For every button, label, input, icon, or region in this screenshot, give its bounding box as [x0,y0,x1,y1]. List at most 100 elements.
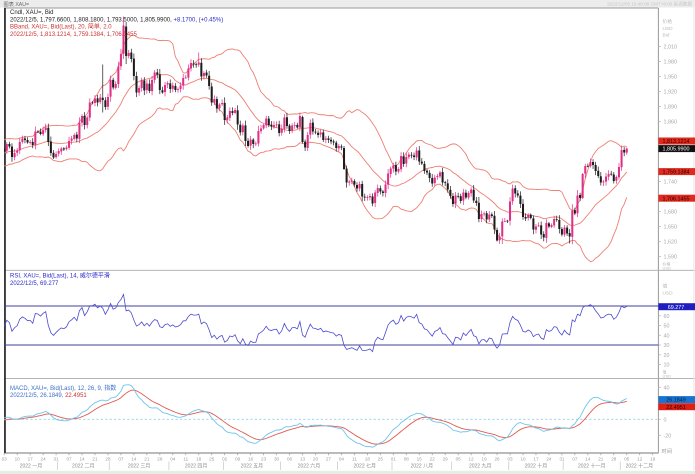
svg-text:2022/12/5, 26.1849, 22.4951: 2022/12/5, 26.1849, 22.4951 [10,393,87,399]
svg-text:15: 15 [417,457,423,462]
svg-text:USD: USD [663,290,674,296]
svg-text:12: 12 [469,457,475,462]
svg-text:28: 28 [611,457,617,462]
svg-text:18: 18 [365,457,371,462]
svg-text:10: 10 [520,457,526,462]
svg-text:69.277: 69.277 [668,305,685,311]
svg-text:18: 18 [196,457,202,462]
svg-text:07: 07 [118,457,124,462]
svg-text:01: 01 [391,457,397,462]
svg-text:0: 0 [664,417,667,423]
svg-text:BBand, XAU=, Bid(Last), 20, 简单: BBand, XAU=, Bid(Last), 20, 简单, 2.0 [10,23,112,31]
svg-text:26: 26 [494,457,500,462]
svg-text:2022/12/05 15:48:08 GMT+8:00: 2022/12/05 15:48:08 GMT+8:00 延迟数据 [607,1,692,8]
svg-text:1,860: 1,860 [664,120,678,126]
svg-text:08: 08 [404,457,410,462]
svg-text:2022 六月: 2022 六月 [298,463,321,470]
svg-text:21: 21 [144,457,150,462]
svg-text:2022 十月: 2022 十月 [525,463,548,470]
svg-text:2022 一月: 2022 一月 [20,464,43,470]
svg-text:03: 03 [507,457,513,462]
svg-text:60: 60 [664,314,670,320]
svg-text:03: 03 [2,457,8,462]
svg-text:1,620: 1,620 [664,240,678,246]
svg-text:-20: -20 [664,433,672,439]
svg-text:USD: USD [663,374,672,379]
svg-text:MACD, XAU=, Bid(Last), 12, 26,: MACD, XAU=, Bid(Last), 12, 26, 9, 指数 [10,384,116,392]
svg-text:2,010: 2,010 [664,45,678,51]
svg-text:30: 30 [664,343,670,349]
svg-text:07: 07 [572,457,578,462]
svg-text:1,759.1384: 1,759.1384 [663,170,690,176]
svg-text:24: 24 [546,457,552,462]
svg-text:值: 值 [663,369,667,375]
svg-text:28: 28 [157,457,163,462]
svg-text:1,950: 1,950 [664,75,678,81]
svg-text:28: 28 [105,457,111,462]
svg-text:2022/12/5, 1,797.6600, 1,808.1: 2022/12/5, 1,797.6600, 1,808.1800, 1,793… [10,17,223,23]
svg-text:50: 50 [664,324,670,330]
svg-text:14: 14 [79,457,85,462]
svg-text:21: 21 [92,457,98,462]
svg-text:14: 14 [131,457,137,462]
svg-text:29: 29 [443,457,449,462]
svg-text:20: 20 [313,457,319,462]
svg-text:21: 21 [598,457,604,462]
svg-text:06: 06 [287,457,293,462]
svg-text:1,680: 1,680 [664,210,678,216]
svg-text:2022 九月: 2022 九月 [469,463,492,470]
svg-text:17: 17 [533,457,539,462]
svg-text:24: 24 [41,457,47,462]
svg-text:10: 10 [15,457,21,462]
svg-text:Cndl, XAU=, Bid: Cndl, XAU=, Bid [10,10,54,16]
svg-text:19: 19 [482,457,488,462]
svg-text:2022/12/5, 1,813.1214, 1,759.1: 2022/12/5, 1,813.1214, 1,759.1384, 1,706… [10,32,137,38]
svg-text:值: 值 [663,283,668,290]
svg-text:26.1849: 26.1849 [666,398,686,404]
svg-text:13: 13 [300,457,306,462]
svg-text:12: 12 [637,457,643,462]
svg-text:2022 四月: 2022 四月 [185,464,208,470]
svg-text:05: 05 [456,457,462,462]
svg-text:22.4951: 22.4951 [666,405,686,411]
svg-text:2022 三月: 2022 三月 [128,464,151,470]
svg-text:2022/12/5, 69.277: 2022/12/5, 69.277 [10,281,59,287]
svg-text:USD: USD [663,26,674,32]
svg-text:07: 07 [66,457,72,462]
svg-text:14: 14 [585,457,591,462]
svg-text:40: 40 [664,333,670,339]
svg-text:02: 02 [222,457,228,462]
svg-text:1,813.1214: 1,813.1214 [663,139,690,145]
svg-text:11: 11 [352,457,357,462]
svg-text:1,740: 1,740 [664,180,678,186]
svg-text:09: 09 [235,457,241,462]
svg-text:04: 04 [339,457,345,462]
svg-text:2022 五月: 2022 五月 [241,464,264,470]
svg-text:16: 16 [248,457,254,462]
svg-text:时间: 时间 [662,447,672,455]
svg-text:17: 17 [28,457,34,462]
svg-text:31: 31 [559,457,565,462]
svg-text:1,890: 1,890 [664,105,678,111]
svg-text:10: 10 [664,363,670,369]
svg-text:31: 31 [54,457,60,462]
svg-text:2022 十一月: 2022 十一月 [578,463,606,470]
svg-text:23: 23 [261,457,267,462]
svg-text:25: 25 [378,457,384,462]
svg-text:20: 20 [664,353,670,359]
svg-text:1,590: 1,590 [664,255,678,261]
svg-text:27: 27 [326,457,332,462]
svg-text:价格: 价格 [663,18,673,25]
svg-text:1,980: 1,980 [664,60,678,66]
svg-text:1,805.9900: 1,805.9900 [663,147,690,153]
svg-text:04: 04 [170,457,176,462]
svg-text:RSI, XAU=, Bid(Last), 14, 威尔德平: RSI, XAU=, Bid(Last), 14, 威尔德平滑 [10,272,110,280]
svg-text:1,920: 1,920 [664,90,678,96]
svg-text:40: 40 [664,385,670,391]
svg-text:25: 25 [209,457,215,462]
svg-text:Bid: Bid [663,33,670,39]
svg-text:2022 七月: 2022 七月 [354,463,377,470]
svg-text:22: 22 [430,457,436,462]
svg-text:价格: 价格 [663,260,671,266]
svg-text:USD: USD [663,265,672,270]
